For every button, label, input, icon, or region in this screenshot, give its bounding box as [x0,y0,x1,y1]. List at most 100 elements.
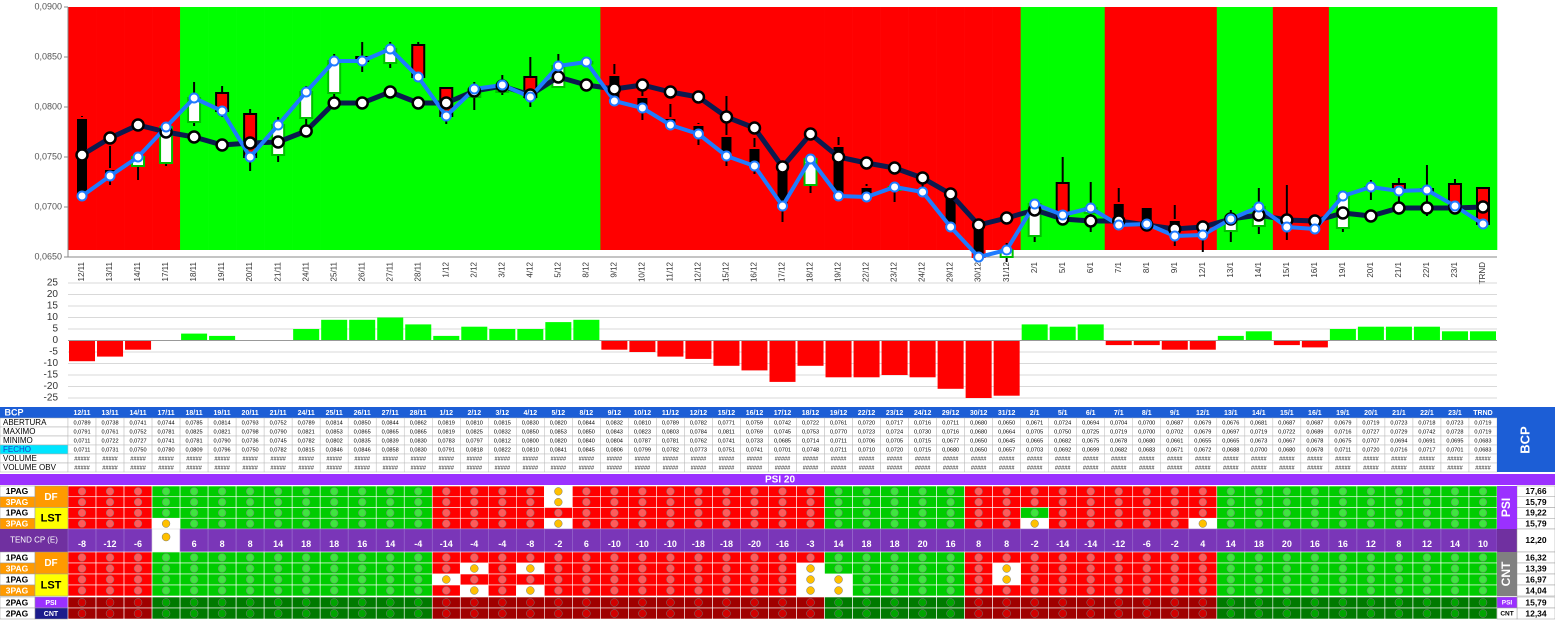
trend-value: 18 [1254,539,1264,549]
bar [69,340,96,362]
signal-dot [1142,575,1151,584]
signal-dot [722,487,731,496]
bar [97,340,124,357]
signal-dot [1142,519,1151,528]
signal-dot [1198,487,1207,496]
header-date: 12/1 [1196,410,1210,417]
x-tick-label: 24/12 [918,261,927,282]
signal-dot [946,508,955,517]
table-cell-text: 0,0803 [662,429,679,435]
table-cell-text: 0,0820 [550,438,567,444]
signal-dot [470,564,479,573]
trend-value: -12 [104,539,117,549]
score: 19,22 [1525,508,1547,518]
x-tick-label: 8/12 [581,261,590,277]
table-cell-text: ##### [242,465,258,471]
signal-dot [1226,508,1235,517]
x-tick-label: 5/1 [1058,261,1067,273]
signal-dot [610,498,619,507]
signal-dot [470,609,479,618]
signal-dot [834,575,843,584]
signal-dot [470,553,479,562]
signal-dot [1170,519,1179,528]
signal-dot [722,598,731,607]
table-cell-text: 0,0821 [298,429,315,435]
table-cell-text: ##### [719,465,735,471]
header-date: 2/1 [1030,410,1040,417]
trend-value: -14 [1084,539,1097,549]
signal-dot [498,487,507,496]
signal-dot [666,519,675,528]
table-cell-text: ##### [354,456,370,462]
signal-dot [414,586,423,595]
signal-dot [1198,586,1208,595]
table-cell-text: ##### [607,456,623,462]
table-cell-text: ##### [495,456,511,462]
score: 16,97 [1525,574,1547,584]
signal-dot [1478,487,1488,496]
page-label: 1PAG [6,508,29,518]
table-cell-text: 0,0730 [914,429,931,435]
signal-dot [273,598,283,607]
signal-dot [189,487,199,496]
header-date: 2/12 [467,410,481,417]
x-tick-label: 14/11 [133,261,142,281]
side-label: PSI [1499,498,1513,517]
table-cell-text: 0,0728 [1446,429,1463,435]
signal-dot [1226,598,1236,607]
background-band [992,7,1021,250]
table-cell-text: 0,0781 [186,438,203,444]
table-cell-text: ##### [1307,465,1323,471]
trend-value: 8 [976,539,981,549]
signal-dot [386,609,395,618]
trend-value: -6 [1143,539,1151,549]
table-cell-text: ##### [663,456,679,462]
x-tick-label: 19/11 [217,261,226,281]
table-cell-text: 0,0718 [1418,420,1435,426]
background-band [516,7,545,250]
table-cell-text: 0,0671 [1026,420,1043,426]
kind-label: CNT [44,611,59,618]
signal-dot [778,564,787,573]
close-marker [973,251,985,263]
x-tick-label: TRND [1478,262,1487,284]
avg-marker [355,96,369,110]
signal-dot [638,519,647,528]
row-label: ABERTURA [3,418,47,427]
signal-dot [217,498,227,507]
table-cell-text: 0,0818 [466,447,483,453]
signal-dot [1170,508,1179,517]
x-tick-label: 18/12 [806,261,815,282]
signal-dot [1030,519,1039,528]
table-cell-text: ##### [579,456,595,462]
signal-dot [666,564,675,573]
table-cell-text: 0,0682 [1110,447,1127,453]
signal-dot [750,553,759,562]
y-tick-label: -15 [44,370,59,381]
table-cell-text: 0,0844 [578,420,595,426]
side-kind-label: CNT [1500,611,1513,618]
table-cell-text: 0,0769 [746,429,763,435]
close-marker [272,119,284,131]
signal-dot [1142,609,1151,618]
signal-dot [638,487,647,496]
bar [1301,340,1328,348]
signal-dot [918,553,927,562]
header-date: 21/11 [270,410,287,417]
table-cell-text: 0,0846 [354,447,371,453]
signal-dot [1114,508,1123,517]
page-label: 1PAG [6,486,29,496]
signal-dot [526,519,535,528]
table-cell-text: ##### [410,465,426,471]
signal-dot [77,586,87,595]
close-marker [1113,219,1125,231]
signal-dot [526,609,535,618]
close-marker [468,83,480,95]
bar [545,322,572,341]
trend-value: 16 [1310,539,1320,549]
signal-dot [750,586,759,595]
table-cell-text: ##### [467,456,483,462]
bar [1245,331,1272,341]
trend-value: 6 [584,539,589,549]
signal-dot [386,498,395,507]
